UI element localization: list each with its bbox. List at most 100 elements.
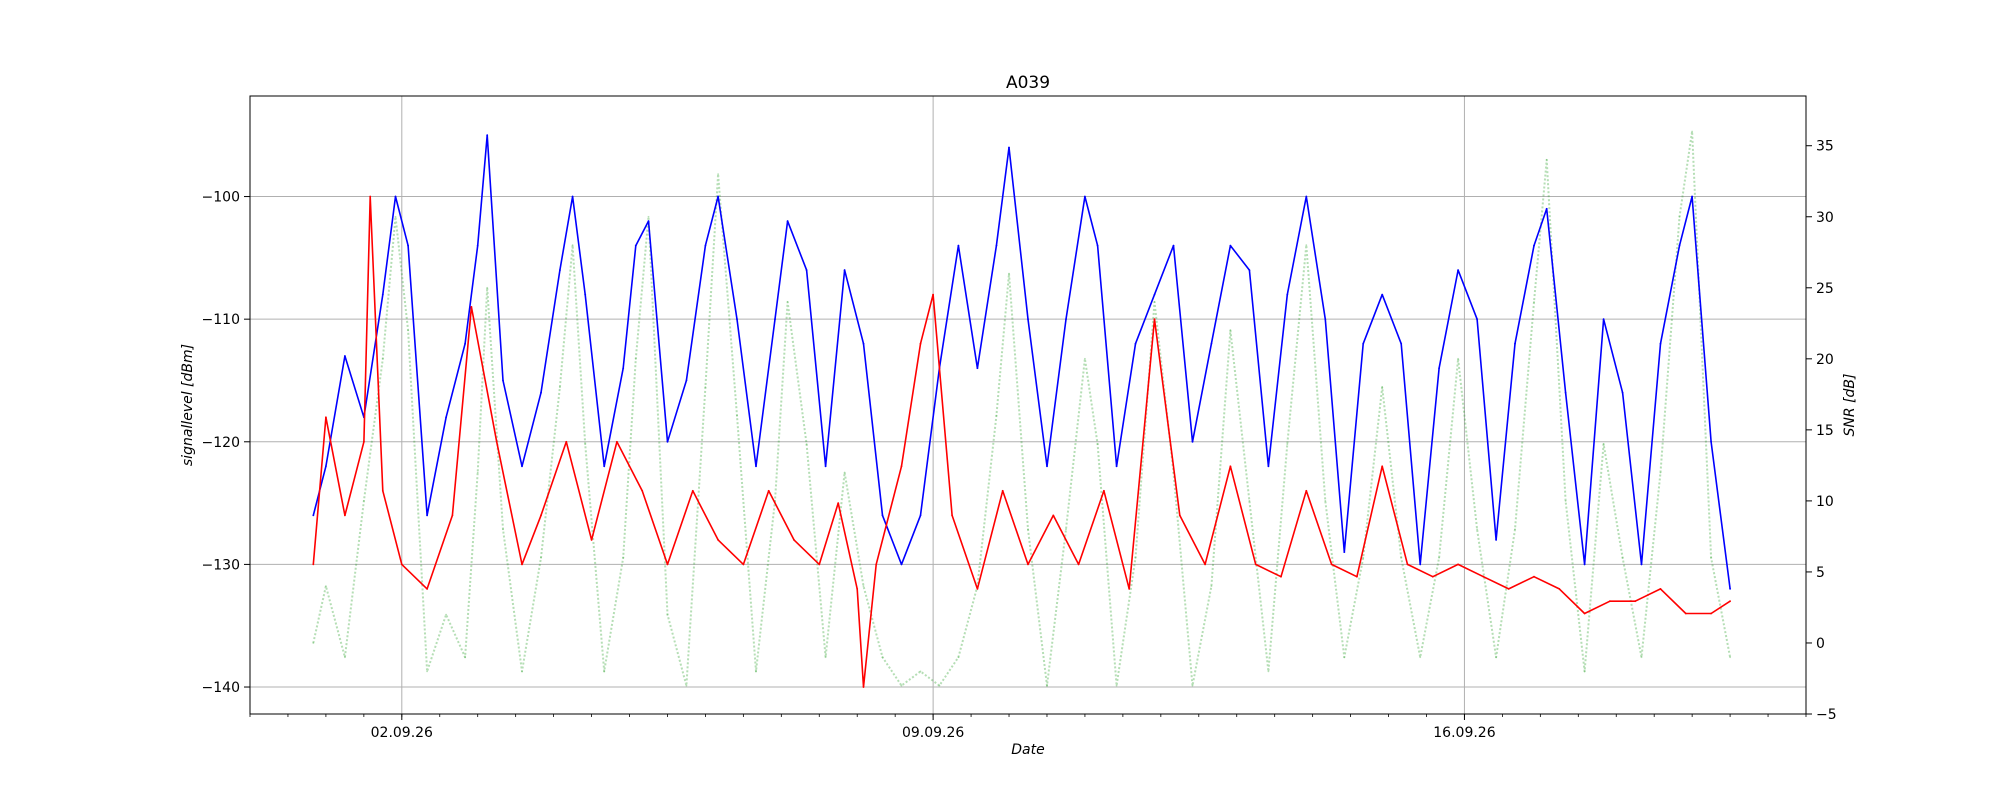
series-0-point (1659, 342, 1662, 345)
series-2-point (603, 670, 606, 673)
series-1-point (717, 539, 719, 541)
series-2-point (1115, 684, 1118, 687)
series-0-point (445, 416, 447, 419)
series-1-point (1431, 575, 1434, 578)
x-tick-label: 09.09.26 (902, 725, 964, 741)
series-1-point (1729, 600, 1731, 603)
series-1-point (1558, 588, 1561, 590)
series-1-point (1280, 575, 1282, 578)
series-2-point (1564, 500, 1567, 502)
series-2-point (476, 471, 479, 474)
series-2-point (805, 443, 808, 445)
series-1-point (919, 342, 922, 345)
series-1-point (1204, 563, 1206, 566)
y-tick-label-right: 20 (1816, 352, 1834, 368)
series-1-point (325, 416, 327, 419)
series-2-point (1583, 670, 1586, 673)
series-2-point (938, 684, 941, 687)
series-1-point (666, 563, 669, 566)
series-1-point (451, 514, 454, 517)
series-1-point (400, 563, 403, 566)
series-1-point (818, 563, 821, 566)
series-0-point (426, 514, 428, 517)
series-2-point (1248, 500, 1251, 502)
series-0-point (774, 318, 776, 321)
series-0-point (1027, 318, 1029, 321)
series-2-point (704, 386, 707, 389)
series-1-point (1659, 588, 1662, 590)
series-1-point (862, 686, 865, 688)
series-2-point (900, 684, 903, 687)
series-0-point (394, 195, 397, 198)
y-tick-label-right: 0 (1816, 636, 1825, 652)
series-1-point (521, 563, 523, 566)
series-2-point (685, 684, 688, 687)
series-2-point (1545, 159, 1548, 161)
series-2-point (843, 471, 846, 474)
series-0-point (1400, 342, 1403, 345)
series-2-point (666, 613, 669, 616)
series-1-point (565, 440, 568, 443)
series-1-point (1381, 465, 1384, 468)
series-0-point (1096, 244, 1099, 247)
y-tick-label-left: −100 (202, 190, 240, 206)
series-1-point (1077, 563, 1080, 566)
series-layer (312, 130, 1732, 688)
series-2-point (486, 286, 489, 289)
x-axis-label: Date (1011, 742, 1044, 758)
series-2-point (1602, 443, 1605, 445)
series-0-point (1476, 318, 1478, 321)
series-0-point (1210, 342, 1213, 345)
series-2-point (426, 670, 428, 673)
series-line-2 (312, 130, 1732, 687)
series-1-point (1254, 563, 1257, 566)
series-1-point (1634, 600, 1637, 603)
series-0-point (634, 244, 637, 247)
series-0-point (1343, 551, 1346, 553)
series-1-point (1533, 575, 1535, 578)
series-0-point (325, 465, 327, 468)
series-2-point (1343, 656, 1346, 659)
y-tick-label-right: 30 (1816, 210, 1834, 226)
series-2-point (919, 670, 922, 673)
series-0-point (1564, 391, 1567, 394)
series-2-point (1514, 528, 1516, 531)
series-1-point (363, 440, 365, 443)
series-0-point (502, 379, 504, 382)
series-0-point (486, 134, 489, 137)
series-1-point (1178, 514, 1181, 517)
series-0-point (805, 269, 808, 271)
series-0-point (862, 342, 865, 345)
series-0-point (344, 355, 346, 357)
y-tick-label-left: −120 (202, 435, 240, 451)
series-0-point (1495, 539, 1497, 541)
series-2-point (1362, 556, 1365, 559)
series-0-point (407, 244, 409, 247)
series-1-point (616, 440, 618, 443)
series-1-point (875, 563, 878, 566)
series-1-point (590, 539, 593, 541)
series-2-point (1046, 684, 1048, 687)
series-0-point (1286, 293, 1289, 296)
series-0-point (584, 293, 587, 296)
series-1-point (1001, 489, 1004, 492)
series-2-point (1691, 130, 1693, 133)
series-0-point (647, 220, 650, 223)
series-2-point (445, 613, 447, 616)
series-2-point (1153, 301, 1156, 303)
series-2-point (1134, 556, 1137, 559)
series-1-point (837, 502, 840, 504)
series-1-point (1406, 563, 1409, 566)
y-tick-label-left: −130 (202, 557, 240, 573)
series-0-point (1229, 244, 1232, 247)
series-0-point (603, 465, 606, 468)
series-2-point (1229, 329, 1232, 332)
series-0-point (1248, 269, 1251, 271)
series-1-point (344, 514, 346, 517)
series-1-point (1052, 514, 1055, 517)
series-0-point (881, 514, 884, 517)
chart-title: A039 (1006, 73, 1050, 93)
series-0-point (559, 269, 561, 271)
